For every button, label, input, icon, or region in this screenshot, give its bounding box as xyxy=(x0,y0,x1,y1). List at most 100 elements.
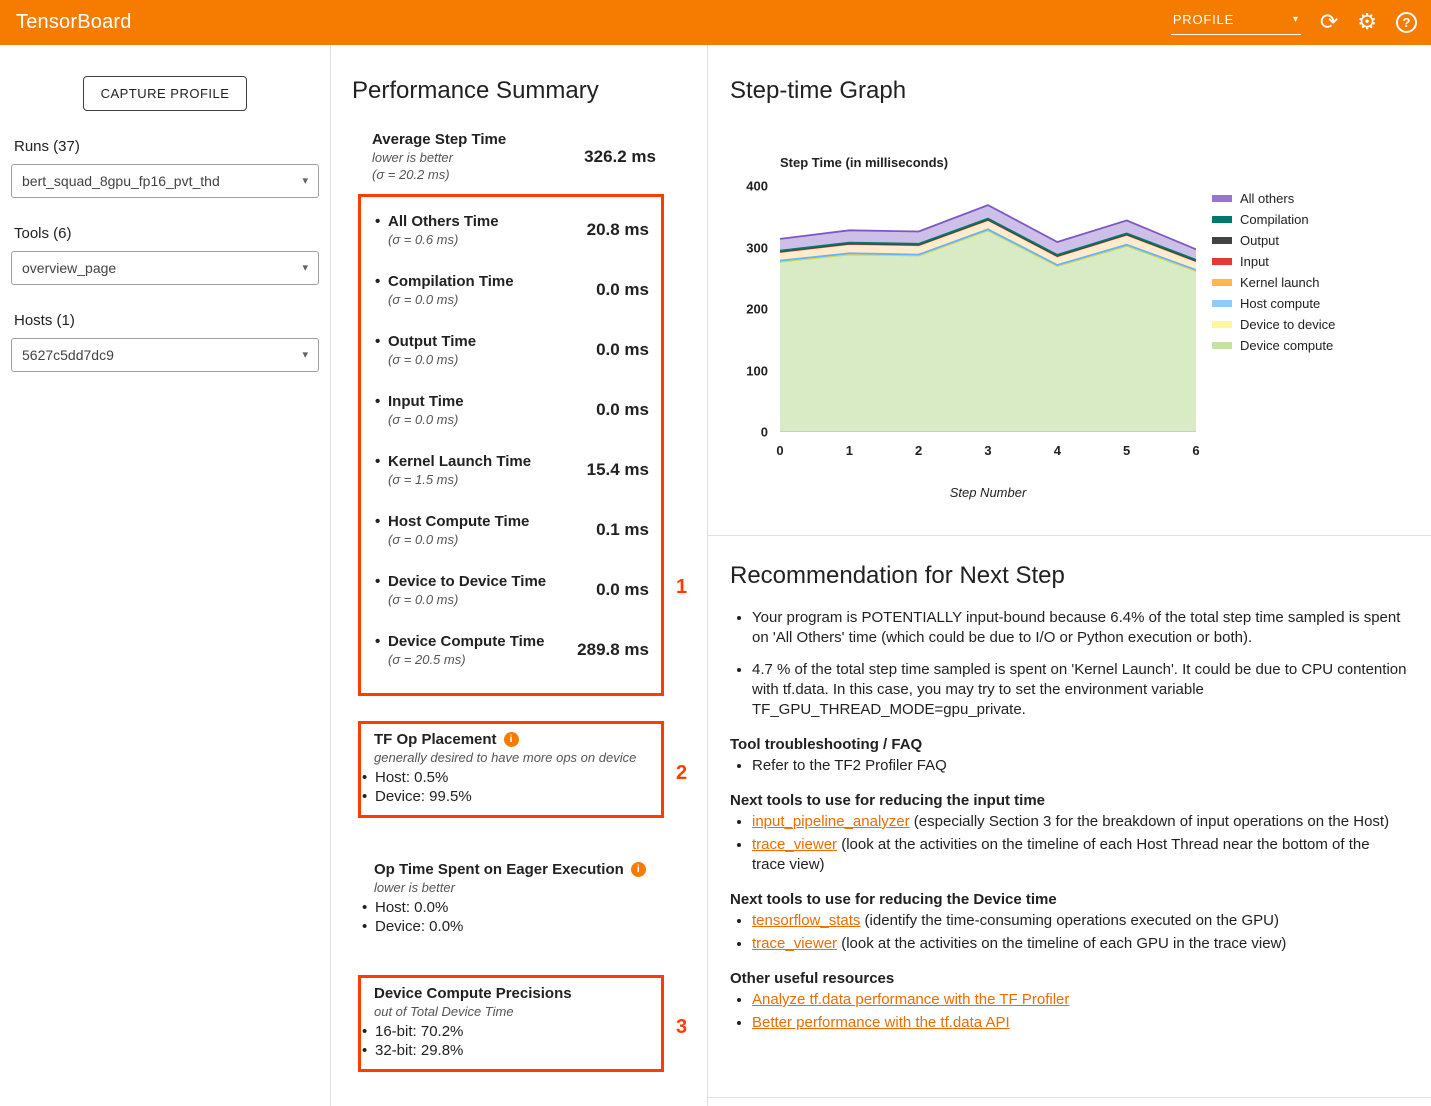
chart-title: Step Time (in milliseconds) xyxy=(780,155,1431,170)
eager-execution-title-text: Op Time Spent on Eager Execution xyxy=(374,861,624,878)
chart-x-axis-label: Step Number xyxy=(780,485,1196,500)
recommendation-item: trace_viewer (look at the activities on … xyxy=(752,934,1407,954)
legend-item: All others xyxy=(1212,188,1335,209)
legend-label: All others xyxy=(1240,191,1294,206)
recommendation-link[interactable]: input_pipeline_analyzer xyxy=(752,813,910,830)
tf-op-placement-note: generally desired to have more ops on de… xyxy=(374,750,651,765)
metric-value: 0.0 ms xyxy=(596,280,649,300)
metric-row: Host Compute Time(σ = 0.0 ms)0.1 ms xyxy=(375,513,649,547)
x-axis-tick: 2 xyxy=(915,443,922,458)
metric-sigma: (σ = 20.2 ms) xyxy=(372,167,506,182)
capture-profile-button[interactable]: CAPTURE PROFILE xyxy=(83,76,248,111)
metric-name: Average Step Time xyxy=(372,131,506,148)
tf-op-placement-list: Host: 0.5%Device: 99.5% xyxy=(374,768,651,806)
eager-execution-note: lower is better xyxy=(374,880,697,895)
recommendation-link[interactable]: Better performance with the tf.data API xyxy=(752,1014,1010,1031)
legend-item: Kernel launch xyxy=(1212,272,1335,293)
recommendation-section-heading: Next tools to use for reducing the Devic… xyxy=(730,891,1407,908)
chevron-down-icon: ▾ xyxy=(302,176,308,187)
recommendation-section-list: input_pipeline_analyzer (especially Sect… xyxy=(730,812,1407,875)
runs-label: Runs (37) xyxy=(14,138,319,155)
list-item: Device: 0.0% xyxy=(374,917,697,936)
metric-sigma: (σ = 1.5 ms) xyxy=(388,472,531,487)
x-axis-tick: 0 xyxy=(776,443,783,458)
legend-swatch-icon xyxy=(1212,300,1232,307)
info-icon[interactable]: i xyxy=(631,862,646,877)
legend-label: Kernel launch xyxy=(1240,275,1320,290)
dashboard-selector-value: PROFILE xyxy=(1173,12,1234,27)
recommendation-bullet: Your program is POTENTIALLY input-bound … xyxy=(752,608,1407,648)
metric-row: Input Time(σ = 0.0 ms)0.0 ms xyxy=(375,393,649,427)
average-step-time-row: Average Step Time lower is better (σ = 2… xyxy=(358,131,670,182)
chart-legend: All othersCompilationOutputInputKernel l… xyxy=(1212,186,1335,356)
metric-labels: All Others Time (σ = 0.6 ms) xyxy=(388,213,499,247)
recommendation-link[interactable]: tensorflow_stats xyxy=(752,912,860,929)
device-compute-precisions-list: 16-bit: 70.2%32-bit: 29.8% xyxy=(374,1022,651,1060)
app-title: TensorBoard xyxy=(16,11,132,34)
tools-label: Tools (6) xyxy=(14,225,319,242)
recommendation-link[interactable]: trace_viewer xyxy=(752,935,837,952)
tf-op-placement-box: TF Op Placement i generally desired to h… xyxy=(358,721,664,818)
recommendation-item: Analyze tf.data performance with the TF … xyxy=(752,990,1407,1010)
metric-sigma: (σ = 0.0 ms) xyxy=(388,532,529,547)
metric-sigma: (σ = 0.0 ms) xyxy=(388,292,514,307)
metric-value: 0.0 ms xyxy=(596,580,649,600)
device-compute-precisions-note: out of Total Device Time xyxy=(374,1004,651,1019)
recommendation-item: Better performance with the tf.data API xyxy=(752,1013,1407,1033)
metric-sigma: (σ = 0.0 ms) xyxy=(388,412,464,427)
hosts-select[interactable]: 5627c5dd7dc9 ▾ xyxy=(11,338,319,372)
tf-op-placement-title: TF Op Placement i xyxy=(374,731,651,748)
metrics-annotation-group: All Others Time(σ = 0.6 ms)20.8 msCompil… xyxy=(352,194,708,696)
recommendation-section-heading: Next tools to use for reducing the input… xyxy=(730,792,1407,809)
x-axis-tick: 4 xyxy=(1054,443,1061,458)
main-content: CAPTURE PROFILE Runs (37) bert_squad_8gp… xyxy=(0,45,1431,1106)
metric-value: 0.1 ms xyxy=(596,520,649,540)
recommendation-item-text: (look at the activities on the timeline … xyxy=(752,836,1370,873)
metric-sigma: (σ = 20.5 ms) xyxy=(388,652,544,667)
metrics-highlight-box: All Others Time(σ = 0.6 ms)20.8 msCompil… xyxy=(358,194,664,696)
info-icon[interactable]: i xyxy=(504,732,519,747)
chevron-down-icon: ▾ xyxy=(1293,15,1299,25)
recommendation-link[interactable]: Analyze tf.data performance with the TF … xyxy=(752,991,1069,1008)
recommendation-link[interactable]: trace_viewer xyxy=(752,836,837,853)
device-compute-precisions-box: Device Compute Precisions out of Total D… xyxy=(358,975,664,1072)
recommendation-section-list: Refer to the TF2 Profiler FAQ xyxy=(730,756,1407,776)
metric-name: All Others Time xyxy=(388,213,499,230)
eager-execution-title: Op Time Spent on Eager Execution i xyxy=(374,861,697,878)
legend-label: Input xyxy=(1240,254,1269,269)
step-time-graph-panel: Step-time Graph Step Time (in millisecon… xyxy=(708,45,1431,536)
gear-icon[interactable]: ⚙ xyxy=(1357,12,1377,34)
legend-item: Output xyxy=(1212,230,1335,251)
recommendation-item: Refer to the TF2 Profiler FAQ xyxy=(752,756,1407,776)
tf-op-placement-title-text: TF Op Placement xyxy=(374,731,497,748)
eager-execution-section: Op Time Spent on Eager Execution i lower… xyxy=(361,854,707,945)
runs-select-value: bert_squad_8gpu_fp16_pvt_thd xyxy=(22,173,220,189)
legend-swatch-icon xyxy=(1212,279,1232,286)
metric-labels: Input Time(σ = 0.0 ms) xyxy=(388,393,464,427)
metric-labels: Compilation Time(σ = 0.0 ms) xyxy=(388,273,514,307)
x-axis-tick: 5 xyxy=(1123,443,1130,458)
help-icon[interactable]: ? xyxy=(1396,12,1417,33)
list-item: Host: 0.5% xyxy=(374,768,651,787)
recommendation-section-list: Analyze tf.data performance with the TF … xyxy=(730,990,1407,1033)
annotation-number-3: 3 xyxy=(676,1016,687,1039)
tools-select[interactable]: overview_page ▾ xyxy=(11,251,319,285)
x-axis-tick: 1 xyxy=(846,443,853,458)
recommendation-item: tensorflow_stats (identify the time-cons… xyxy=(752,911,1407,931)
y-axis-tick: 400 xyxy=(746,179,768,194)
recommendation-item-text: (identify the time-consuming operations … xyxy=(860,912,1279,929)
recommendation-section-list: tensorflow_stats (identify the time-cons… xyxy=(730,911,1407,954)
hosts-select-value: 5627c5dd7dc9 xyxy=(22,347,114,363)
recommendation-item-text: (especially Section 3 for the breakdown … xyxy=(910,813,1389,830)
runs-select[interactable]: bert_squad_8gpu_fp16_pvt_thd ▾ xyxy=(11,164,319,198)
recommendation-section-heading: Other useful resources xyxy=(730,970,1407,987)
eager-execution-list: Host: 0.0%Device: 0.0% xyxy=(374,898,697,936)
chart-x-axis: 0123456 xyxy=(780,443,1196,460)
reload-icon[interactable]: ⟳ xyxy=(1320,12,1338,34)
dashboard-selector[interactable]: PROFILE ▾ xyxy=(1171,10,1301,35)
top-bar-controls: PROFILE ▾ ⟳ ⚙ ? xyxy=(1171,10,1417,35)
hosts-label: Hosts (1) xyxy=(14,312,319,329)
metric-value: 326.2 ms xyxy=(584,147,656,167)
metric-sigma: (σ = 0.6 ms) xyxy=(388,232,499,247)
annotation-number-2: 2 xyxy=(676,762,687,785)
